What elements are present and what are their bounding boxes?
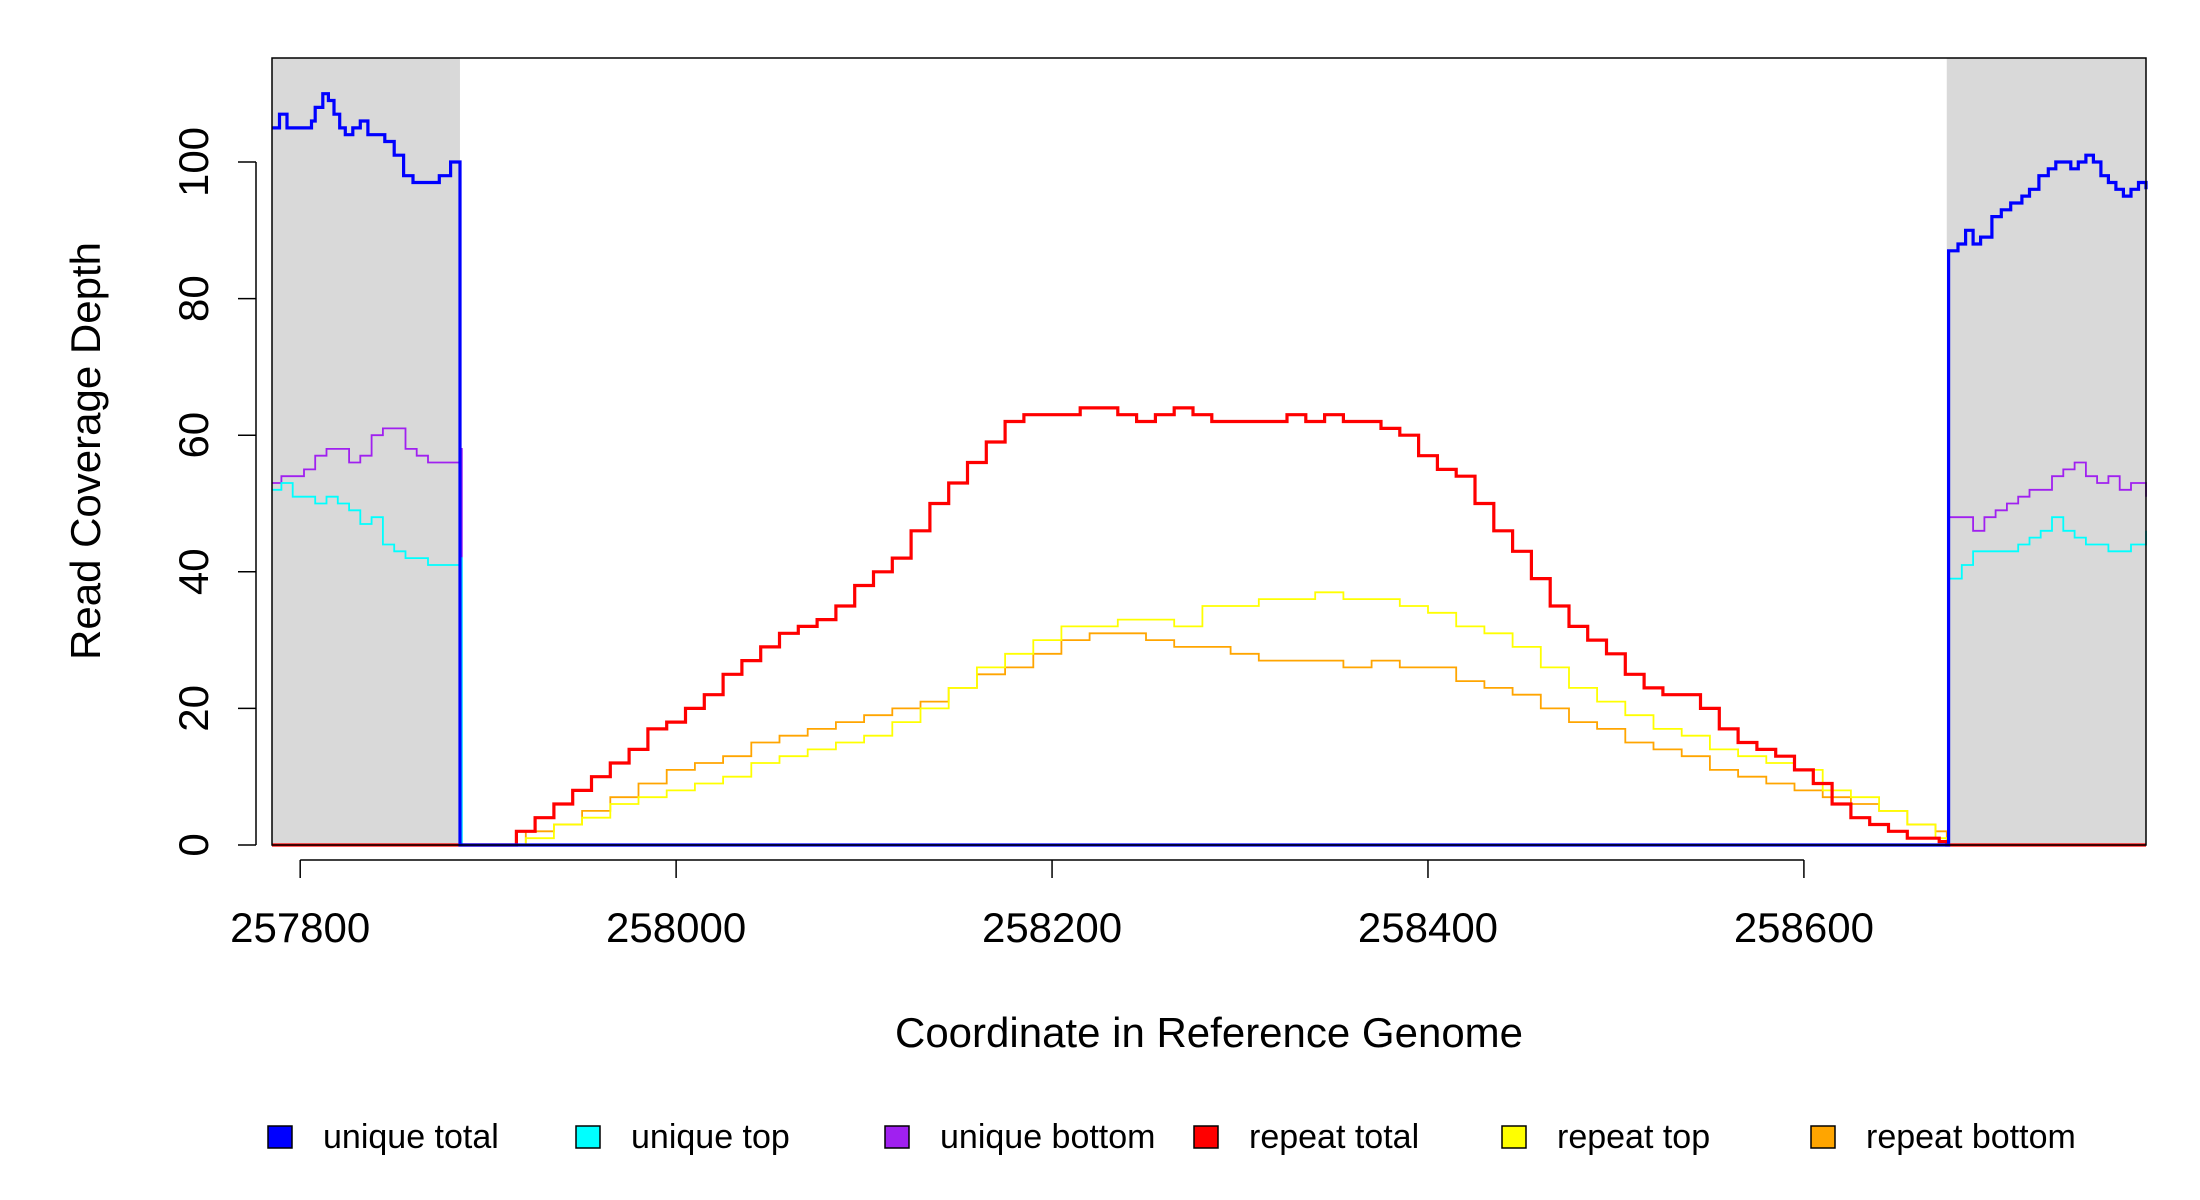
legend-label-repeat-top: repeat top	[1557, 1118, 1710, 1156]
series-line-unique-top	[272, 482, 2147, 846]
series-lines	[272, 92, 2148, 847]
legend-swatch-unique-top	[575, 1125, 601, 1149]
legend-swatch-unique-bottom	[884, 1125, 910, 1149]
series-line-repeat-bottom	[272, 632, 2146, 846]
y-tick-label-3: 60	[170, 412, 217, 459]
legend-label-unique-top: unique top	[631, 1118, 790, 1156]
legend-label-repeat-total: repeat total	[1249, 1118, 1419, 1156]
y-tick-label-5: 100	[170, 127, 217, 197]
y-axis-label: Read Coverage Depth	[62, 242, 109, 660]
shaded-region-1	[1946, 58, 2146, 845]
shaded-region-0	[272, 58, 460, 845]
legend: unique total unique top unique bottom repea…	[267, 1118, 2076, 1156]
shaded-regions	[272, 58, 2146, 845]
series-line-repeat-total	[272, 406, 2146, 847]
legend-label-unique-bottom: unique bottom	[940, 1118, 1156, 1156]
legend-swatch-repeat-bottom	[1810, 1125, 1836, 1149]
x-tick-label-2: 258200	[982, 904, 1122, 951]
legend-swatch-repeat-total	[1193, 1125, 1219, 1149]
legend-label-repeat-bottom: repeat bottom	[1866, 1118, 2076, 1156]
series-line-unique-total	[272, 92, 2148, 847]
y-tick-label-2: 40	[170, 548, 217, 595]
axes: 257800 258000 258200 258400 258600 0 20 40 60 80 1…	[170, 127, 1874, 951]
plot-frame	[271, 57, 2147, 846]
series-line-unique-bottom	[272, 427, 2147, 846]
legend-swatch-unique-total	[267, 1125, 293, 1149]
y-tick-label-4: 80	[170, 275, 217, 322]
x-tick-label-4: 258600	[1734, 904, 1874, 951]
x-tick-label-0: 257800	[230, 904, 370, 951]
series-line-repeat-top	[272, 591, 2146, 846]
legend-label-unique-total: unique total	[323, 1118, 499, 1156]
y-tick-label-1: 20	[170, 685, 217, 732]
x-tick-label-3: 258400	[1358, 904, 1498, 951]
legend-swatch-repeat-top	[1501, 1125, 1527, 1149]
x-axis-label: Coordinate in Reference Genome	[895, 1009, 1523, 1056]
x-tick-label-1: 258000	[606, 904, 746, 951]
y-tick-label-0: 0	[170, 833, 217, 856]
